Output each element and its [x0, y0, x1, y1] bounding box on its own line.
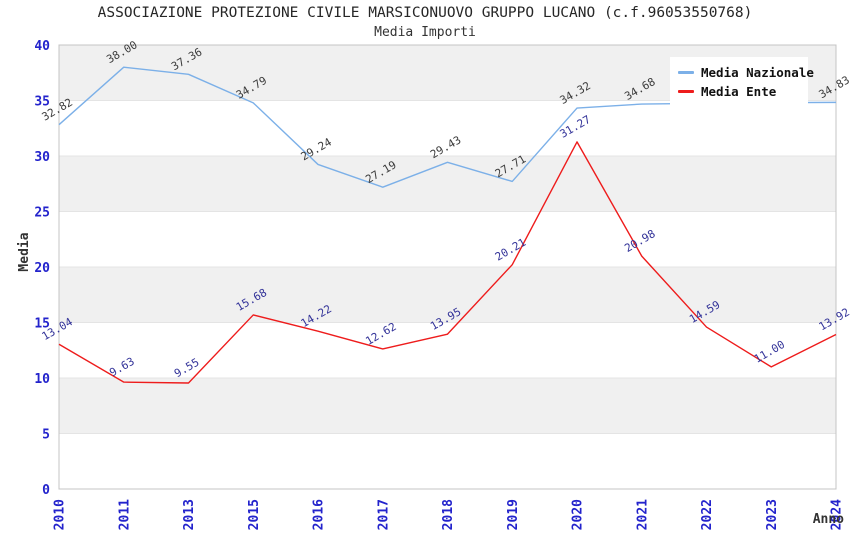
- x-axis-tick-label: 2019: [506, 499, 521, 530]
- x-axis-tick-label: 2023: [765, 499, 780, 530]
- x-axis-tick-label: 2024: [830, 499, 845, 530]
- x-axis-tick-label: 2017: [376, 499, 391, 530]
- series-line-media-ente: [58, 141, 837, 384]
- x-axis-tick-label: 2022: [700, 499, 715, 530]
- plot-band: [59, 433, 836, 489]
- media-ente-line-swatch-icon: [678, 90, 694, 93]
- x-axis-title: Anno: [812, 512, 844, 527]
- legend-label-media-nazionale: Media Nazionale: [701, 65, 814, 80]
- media-nazionale-line-swatch-icon: [678, 71, 694, 74]
- y-axis-title: Media: [17, 232, 32, 272]
- plot-band: [59, 156, 836, 212]
- legend: Media Nazionale Media Ente: [670, 57, 814, 108]
- x-axis-tick-label: 2011: [117, 499, 132, 530]
- chart-subtitle: Media Importi: [374, 25, 476, 40]
- y-axis-tick-label: 40: [34, 39, 50, 54]
- plot-band: [59, 267, 836, 323]
- legend-item-media-nazionale[interactable]: Media Nazionale: [678, 63, 814, 82]
- y-axis-tick-label: 10: [34, 372, 50, 387]
- x-axis-tick-label: 2010: [53, 499, 68, 530]
- plot-band: [59, 100, 836, 156]
- x-axis-tick-label: 2021: [635, 499, 650, 530]
- y-axis-tick-label: 35: [34, 95, 50, 110]
- y-axis-tick-label: 0: [42, 483, 50, 498]
- x-axis-tick-label: 2020: [571, 499, 586, 530]
- y-axis-tick-label: 30: [34, 150, 50, 165]
- plot-band: [59, 322, 836, 378]
- y-axis-tick-label: 20: [34, 261, 50, 276]
- x-axis-tick-label: 2016: [312, 499, 327, 530]
- plot-band: [59, 378, 836, 434]
- legend-label-media-ente: Media Ente: [701, 84, 777, 99]
- chart-title: ASSOCIAZIONE PROTEZIONE CIVILE MARSICONU…: [97, 5, 753, 21]
- x-axis-tick-label: 2018: [441, 499, 456, 530]
- y-axis-tick-label: 15: [34, 317, 50, 332]
- plot-border: [58, 44, 837, 490]
- y-axis-tick-label: 5: [42, 428, 50, 443]
- x-axis-tick-label: 2015: [247, 499, 262, 530]
- y-axis-tick-label: 25: [34, 206, 50, 221]
- legend-item-media-ente[interactable]: Media Ente: [678, 82, 800, 101]
- plot-band: [59, 211, 836, 267]
- x-axis-tick-label: 2013: [182, 499, 197, 530]
